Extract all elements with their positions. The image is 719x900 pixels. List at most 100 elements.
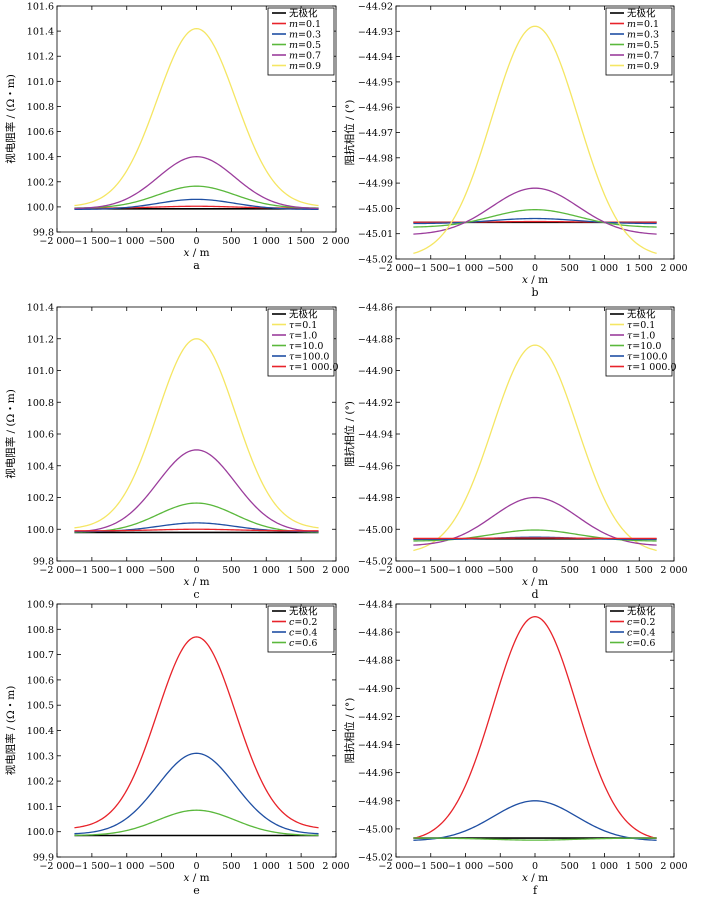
y-tick-label: −44.88 (358, 656, 393, 667)
y-axis-label: 阻抗相位 / (°) (343, 401, 356, 467)
series-line-1 (74, 636, 319, 829)
panel-caption: c (193, 588, 199, 601)
y-tick-label: −44.96 (358, 103, 393, 114)
legend-box (605, 605, 673, 653)
x-tick-label: −500 (487, 565, 513, 576)
y-tick-label: −45.02 (358, 557, 393, 568)
legend-box (267, 605, 335, 653)
legend-entry: m=0.7 (289, 51, 321, 62)
y-tick-label: 101.4 (27, 303, 54, 314)
legend-entry: τ=1.0 (289, 331, 317, 342)
series-line-1 (74, 338, 319, 529)
y-tick-label: 100.3 (27, 751, 54, 762)
panel-caption: b (531, 286, 538, 299)
y-tick-label: 100.0 (27, 202, 54, 213)
x-tick-label: −1 500 (74, 236, 109, 247)
series-line-5 (413, 25, 657, 255)
legend-entry: c=0.4 (289, 628, 317, 639)
y-tick-label: 100.0 (27, 827, 54, 838)
x-tick-label: 1 000 (591, 861, 618, 872)
x-tick-label: 1 500 (626, 861, 653, 872)
y-tick-label: 101.0 (27, 77, 54, 88)
y-axis-label: 阻抗相位 / (°) (343, 698, 356, 764)
x-tick-label: 0 (193, 861, 199, 872)
legend-entry: m=0.5 (627, 40, 659, 51)
y-tick-label: 99.8 (33, 228, 54, 239)
panel-c: −2 000 −1 500 −1 000 −500 0 500 1 000 1 500 2 00… (4, 303, 350, 602)
panel-d: −2 000 −1 500 −1 000 −500 0 500 1 000 1 500 2 00… (343, 303, 688, 602)
y-tick-label: −44.94 (358, 430, 393, 441)
legend-entry: m=0.1 (627, 19, 659, 30)
x-tick-label: 2 000 (322, 565, 349, 576)
series-line-1 (413, 615, 657, 839)
x-tick-label: 1 000 (253, 861, 280, 872)
y-tick-label: 100.6 (27, 675, 54, 686)
x-axis-label: x / m (522, 576, 548, 588)
series-line-2 (74, 752, 319, 835)
y-tick-label: −44.98 (358, 153, 393, 164)
y-tick-label: −45.02 (358, 853, 393, 864)
panel-caption: a (193, 259, 200, 272)
x-tick-label: 0 (532, 565, 538, 576)
series-line-5 (74, 528, 319, 532)
legend-entry: τ=0.1 (627, 320, 655, 331)
x-tick-label: −2 000 (39, 565, 74, 576)
legend-entry: 无极化 (289, 606, 318, 618)
y-tick-label: 99.8 (33, 557, 54, 568)
y-tick-label: −45.00 (358, 525, 393, 536)
y-tick-label: −44.93 (358, 27, 393, 38)
y-tick-label: −44.90 (358, 684, 393, 695)
x-tick-label: −2 000 (39, 861, 74, 872)
legend-entry: τ=100.0 (289, 352, 329, 363)
x-tick-label: 500 (222, 236, 240, 247)
y-tick-label: 101.6 (27, 2, 54, 13)
legend-entry: 无极化 (627, 606, 656, 618)
panel-caption: f (533, 884, 538, 897)
series-line-2 (413, 800, 657, 841)
y-tick-label: −45.00 (358, 204, 393, 215)
x-tick-label: 1 500 (626, 263, 653, 274)
x-tick-label: −2 000 (378, 263, 413, 274)
y-tick-label: 100.8 (27, 625, 54, 636)
x-tick-label: 500 (222, 565, 240, 576)
legend-entry: m=0.3 (289, 30, 321, 41)
legend-entry: τ=10.0 (627, 341, 661, 352)
series-line-4 (74, 156, 319, 210)
y-tick-label: 100.5 (27, 701, 54, 712)
x-tick-label: 500 (561, 263, 579, 274)
series-line-3 (413, 837, 657, 841)
y-tick-label: −44.86 (358, 303, 393, 314)
y-tick-label: −44.92 (358, 398, 393, 409)
x-tick-label: 2 000 (660, 861, 687, 872)
legend-entry: τ=1 000.0 (627, 362, 677, 373)
y-tick-label: 100.7 (27, 650, 54, 661)
y-tick-label: −45.00 (358, 824, 393, 835)
y-tick-label: −45.02 (358, 255, 393, 266)
y-tick-label: −44.98 (358, 796, 393, 807)
y-tick-label: −44.84 (358, 600, 393, 611)
series-line-2 (74, 198, 319, 210)
series-line-4 (413, 536, 657, 541)
y-tick-label: −44.86 (358, 628, 393, 639)
x-tick-label: −1 000 (109, 565, 144, 576)
series-line-5 (74, 27, 319, 207)
legend-entry: m=0.3 (627, 30, 659, 41)
legend-box (267, 7, 335, 76)
panel-b: −2 000 −1 500 −1 000 −500 0 500 1 000 1 500 2 00… (343, 2, 688, 300)
y-tick-label: 100.2 (27, 777, 54, 788)
legend-entry: m=0.5 (289, 40, 321, 51)
x-tick-label: −500 (487, 263, 513, 274)
x-tick-label: −500 (149, 236, 175, 247)
y-tick-label: 100.2 (27, 177, 54, 188)
y-tick-label: 101.0 (27, 366, 54, 377)
y-tick-label: 101.2 (27, 334, 54, 345)
y-tick-label: 100.4 (27, 726, 54, 737)
x-tick-label: −2 000 (378, 861, 413, 872)
x-axis-label: x / m (183, 576, 209, 588)
y-tick-label: 101.2 (27, 52, 54, 63)
y-tick-label: 100.8 (27, 102, 54, 113)
x-tick-label: −500 (487, 861, 513, 872)
x-tick-label: 1 000 (591, 263, 618, 274)
x-tick-label: 500 (561, 861, 579, 872)
